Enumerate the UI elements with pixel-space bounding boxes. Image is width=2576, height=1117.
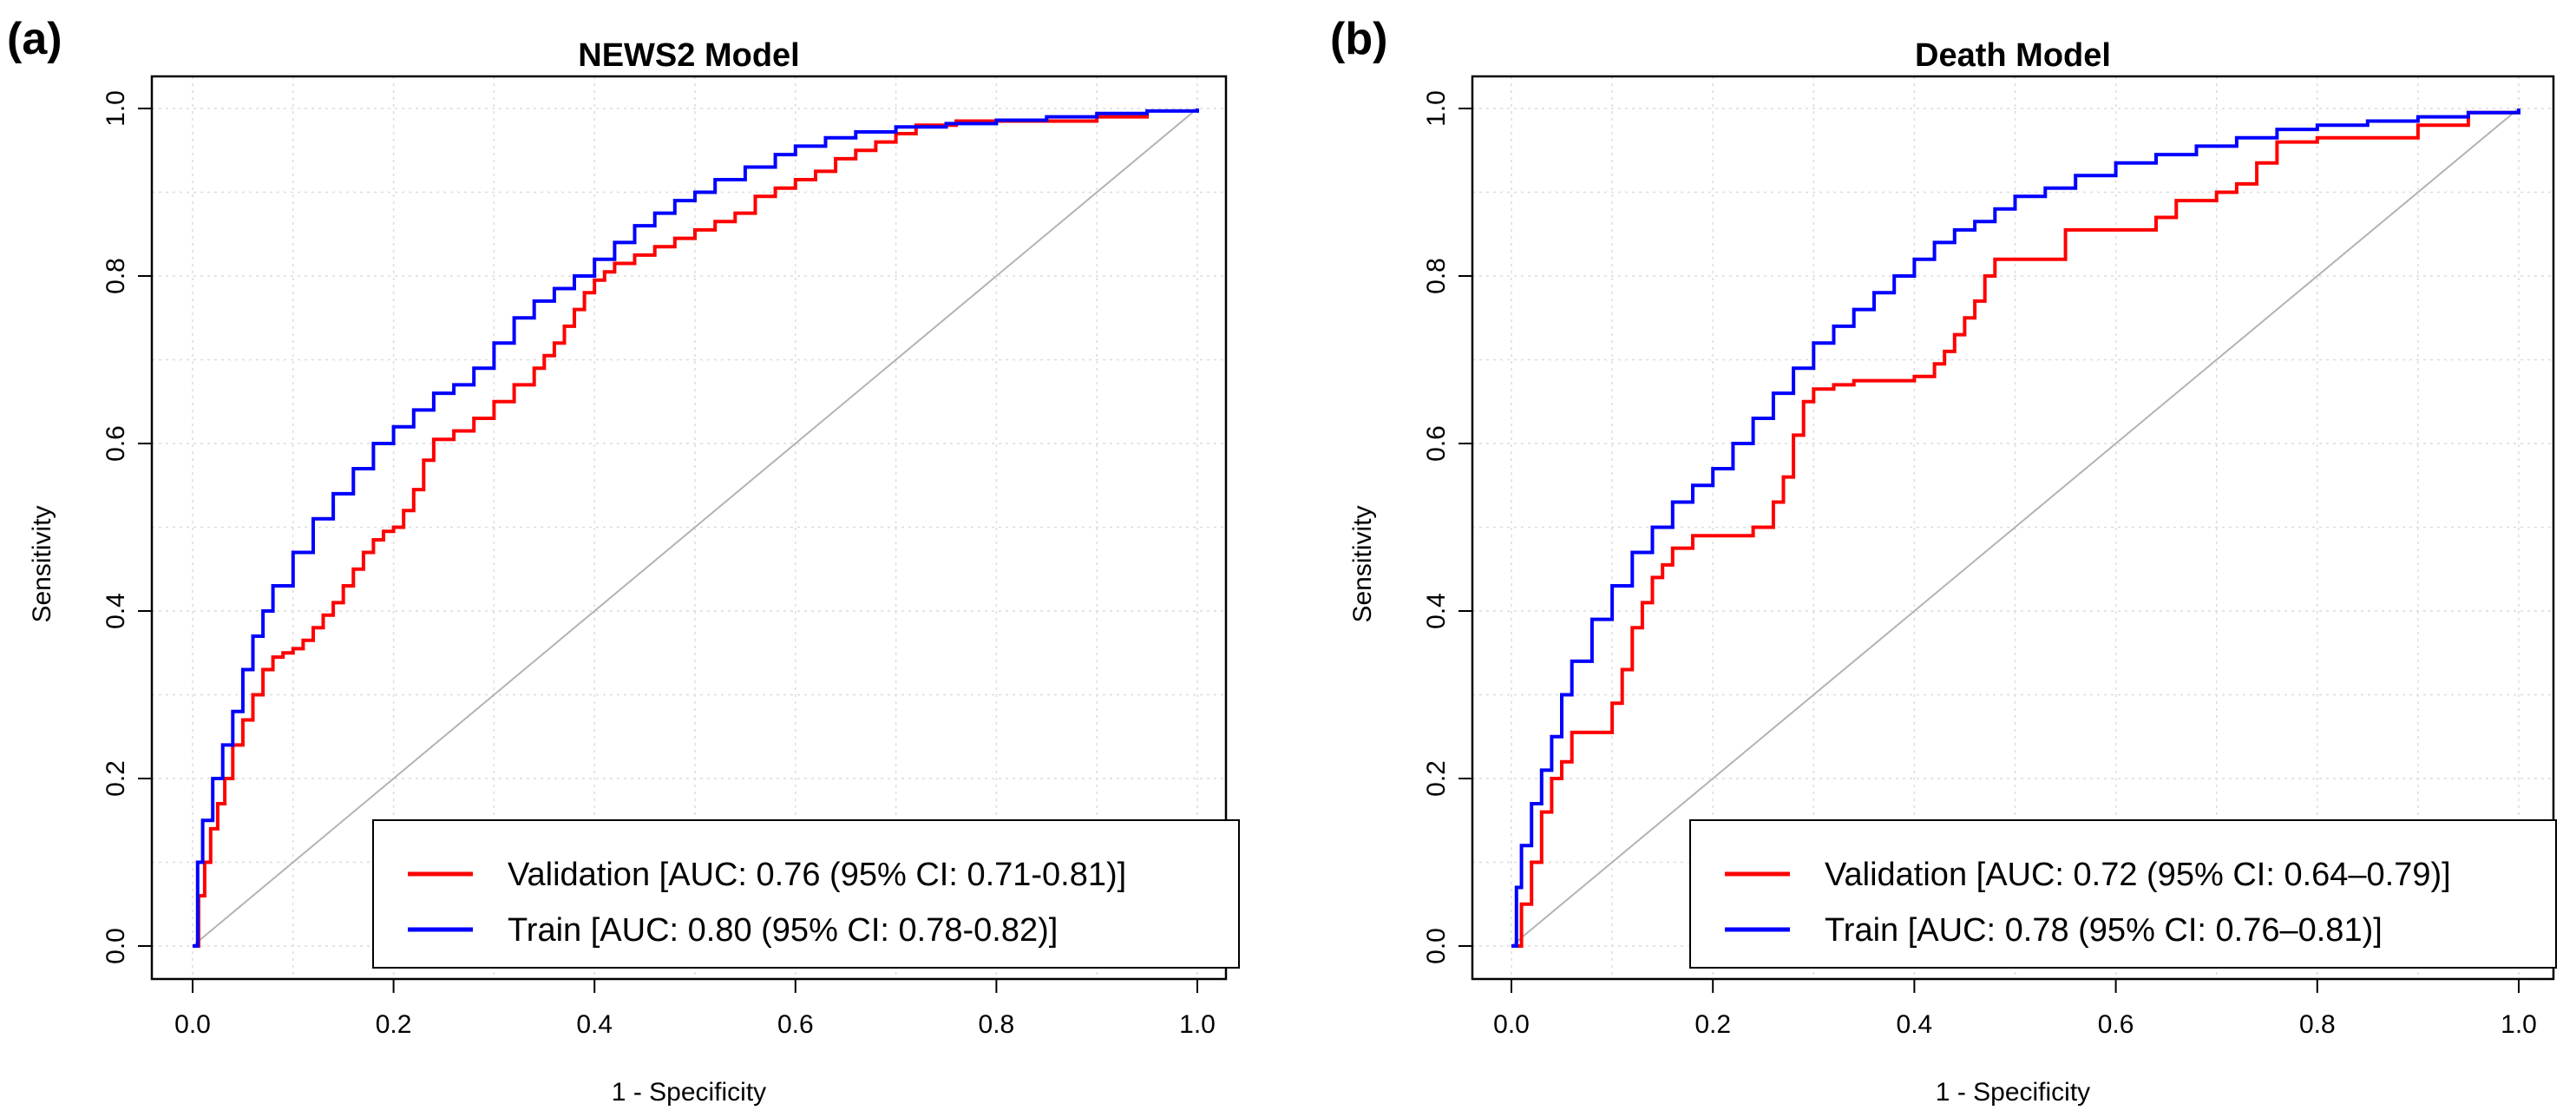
panel-b-ylabel: Sensitivity [1348, 505, 1377, 622]
panel-b-ytick-label: 1.0 [1422, 90, 1451, 127]
panel-b-ytick-label: 0.6 [1422, 425, 1451, 462]
panel-a-xtick-label: 0.0 [174, 1010, 211, 1039]
panel-b-legend: Validation [AUC: 0.72 (95% CI: 0.64–0.79… [1689, 819, 2557, 969]
panel-a-xtick-label: 0.4 [576, 1010, 613, 1039]
panel-a-ytick-label: 0.8 [102, 258, 130, 294]
panel-a-validation-curve [193, 112, 1150, 948]
panel-a-train-curve [193, 108, 1199, 948]
panel-b-reference-diagonal [1511, 108, 2520, 947]
panel-a-title: NEWS2 Model [578, 37, 799, 74]
panel-b-plot-frame [1471, 75, 2555, 981]
panel-a-ytick-label: 0.6 [102, 425, 130, 462]
panel-b: (b) Death Model 0.0 0.2 0.4 0.6 0.8 1.0 0.0 0.… [1330, 14, 2557, 1107]
panel-a-ytick-label: 0.2 [102, 760, 130, 797]
panel-a-xtick-label: 0.6 [777, 1010, 814, 1039]
panel-b-letter: (b) [1330, 14, 1387, 64]
panel-b-xtick-label: 0.6 [2098, 1010, 2134, 1039]
panel-b-title: Death Model [1915, 37, 2111, 74]
panel-a-ylabel: Sensitivity [28, 505, 56, 622]
panel-a-xtick-label: 0.2 [376, 1010, 412, 1039]
panel-b-xtick-label: 0.4 [1897, 1010, 1933, 1039]
panel-a: (a) NEWS2 Model 0.0 0.2 0.4 0.6 0.8 1.0 0.0 0.… [7, 14, 1240, 1107]
panel-a-xlabel: 1 - Specificity [612, 1078, 766, 1107]
panel-a-ytick-label: 0.4 [102, 593, 130, 629]
panel-b-ytick-label: 0.4 [1422, 593, 1451, 629]
panel-b-xtick-label: 0.8 [2299, 1010, 2336, 1039]
panel-a-letter: (a) [7, 14, 62, 64]
panel-a-reference-diagonal [192, 108, 1198, 947]
panel-b-ytick-label: 0.2 [1422, 760, 1451, 797]
panel-a-ytick-label: 1.0 [102, 90, 130, 127]
panel-a-xtick-label: 0.8 [979, 1010, 1015, 1039]
panel-a-legend-validation: Validation [AUC: 0.76 (95% CI: 0.71-0.81… [508, 857, 1126, 893]
panel-a-ytick-label: 0.0 [102, 928, 130, 964]
panel-b-xtick-label: 0.2 [1694, 1010, 1731, 1039]
panel-b-legend-validation: Validation [AUC: 0.72 (95% CI: 0.64–0.79… [1825, 857, 2451, 893]
panel-b-legend-train: Train [AUC: 0.78 (95% CI: 0.76–0.81)] [1825, 912, 2383, 949]
panel-b-xtick-label: 1.0 [2501, 1010, 2537, 1039]
panel-a-legend: Validation [AUC: 0.76 (95% CI: 0.71-0.81… [372, 819, 1240, 969]
panel-b-train-curve [1511, 108, 2520, 948]
panel-a-legend-train: Train [AUC: 0.80 (95% CI: 0.78-0.82)] [508, 912, 1058, 949]
panel-a-plot-frame [150, 75, 1228, 981]
panel-b-ytick-label: 0.8 [1422, 258, 1451, 294]
panel-b-validation-curve [1511, 108, 2520, 948]
panel-a-xtick-label: 1.0 [1179, 1010, 1216, 1039]
panel-b-ytick-label: 0.0 [1422, 928, 1451, 964]
panel-b-xlabel: 1 - Specificity [1936, 1078, 2090, 1107]
panel-b-xtick-label: 0.0 [1493, 1010, 1530, 1039]
